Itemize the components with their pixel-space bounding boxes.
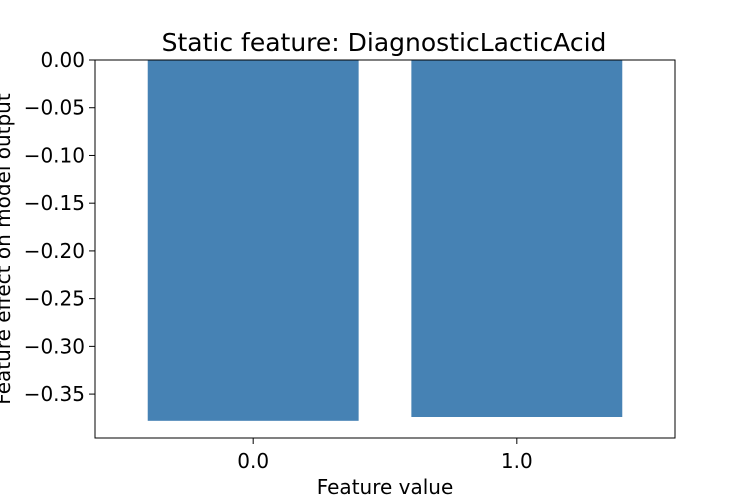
y-tick-label: −0.05 — [24, 96, 85, 120]
x-tick-label: 0.0 — [237, 449, 269, 473]
bar-0.0 — [147, 60, 359, 421]
y-axis-label: Feature effect on model output — [0, 93, 15, 405]
chart-title: Static feature: DiagnosticLacticAcid — [162, 28, 607, 57]
y-axis: 0.00 −0.05 −0.10 −0.15 −0.20 −0.25 −0.30 −0.35 — [24, 48, 95, 406]
y-tick-label: −0.30 — [24, 334, 85, 358]
x-tick-label: 1.0 — [501, 449, 533, 473]
y-tick-label: 0.00 — [40, 48, 85, 72]
y-tick-label: −0.35 — [24, 382, 85, 406]
bar-1.0 — [411, 60, 623, 417]
plot-frame — [94, 59, 676, 439]
y-tick-label: −0.10 — [24, 143, 85, 167]
y-tick-label: −0.15 — [24, 191, 85, 215]
bars-group — [147, 60, 623, 421]
x-axis-label: Feature value — [317, 475, 454, 499]
y-tick-label: −0.20 — [24, 239, 85, 263]
y-tick-label: −0.25 — [24, 287, 85, 311]
x-axis: 0.0 1.0 — [237, 438, 533, 473]
